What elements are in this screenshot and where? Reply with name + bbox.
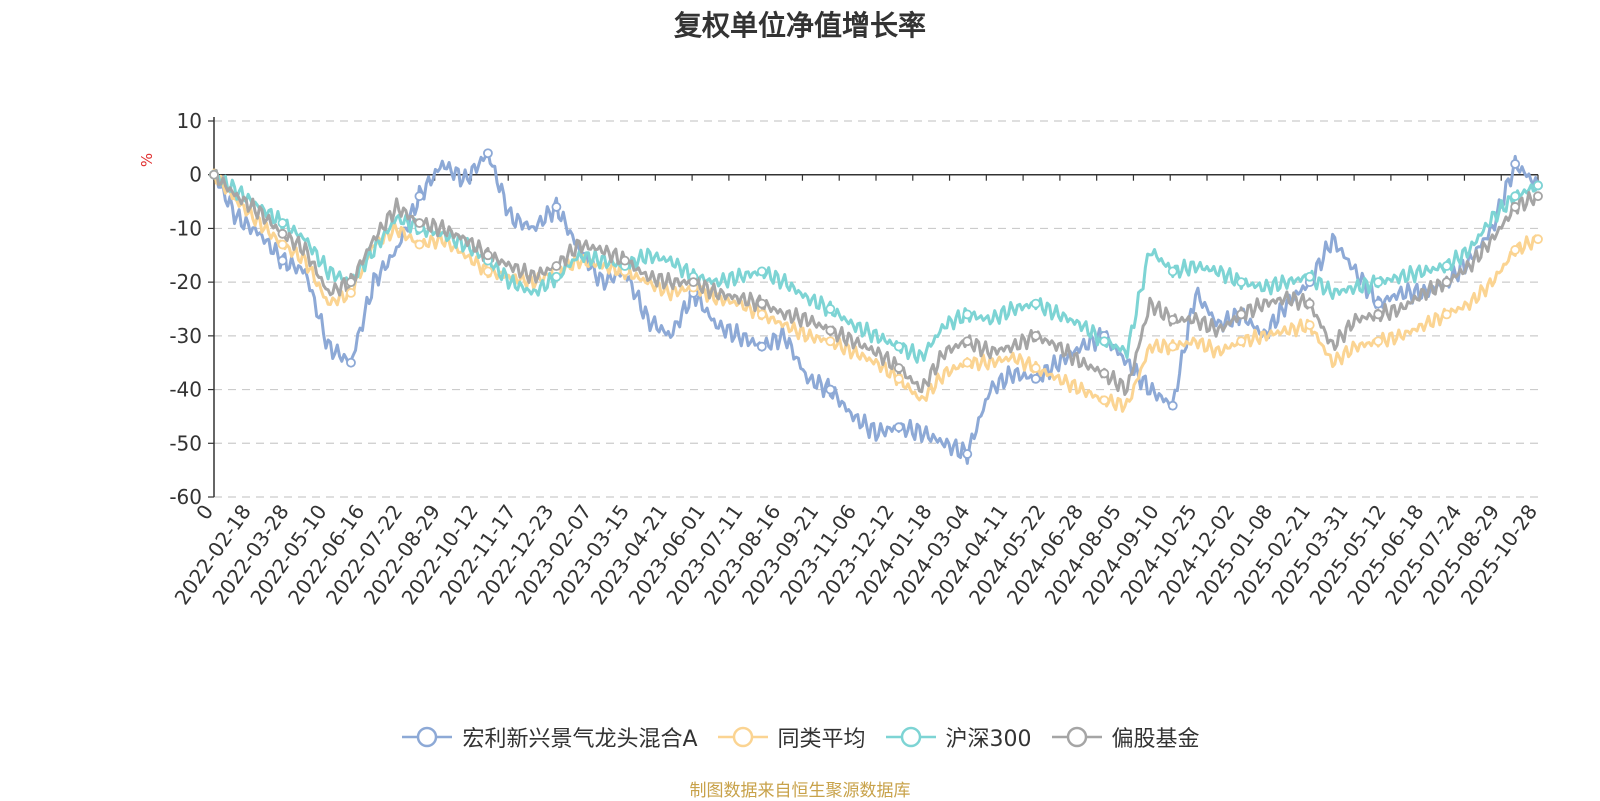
data-point [551,261,562,271]
data-point [1510,191,1521,202]
data-point [277,218,288,228]
data-point [1167,400,1178,411]
data-point [414,239,425,250]
data-point [1030,363,1041,373]
series-line [212,149,1540,465]
y-tick-label: -40 [169,378,202,402]
source-note: 制图数据来自恒生聚源数据库 [689,781,911,801]
data-point [893,341,904,352]
data-point [825,336,836,347]
data-point [1030,298,1041,309]
data-point [346,357,356,368]
data-point [1373,309,1384,320]
data-point [1236,277,1247,288]
legend-item[interactable]: 偏股基金 [1050,721,1200,753]
data-point [1099,395,1110,406]
data-point [1373,277,1384,288]
data-point [619,255,630,266]
data-point [825,384,836,395]
data-point [962,449,973,459]
data-point [551,271,562,282]
data-point [1030,373,1041,384]
data-point [483,266,493,277]
y-tick-label: -10 [169,216,202,240]
legend-swatch-icon [402,726,453,748]
legend-swatch-icon [717,726,768,748]
y-tick-label: 0 [189,163,202,187]
data-point [1510,202,1521,212]
data-point [756,266,767,277]
data-point [1030,330,1041,341]
chart-title: 复权单位净值增长率 [673,9,926,42]
data-point [1441,309,1452,320]
data-point [1099,368,1110,379]
data-point [1441,261,1452,271]
data-point [756,298,767,309]
y-tick-label: 10 [177,109,202,133]
data-point [1510,245,1521,255]
data-point [277,255,288,266]
data-point [483,148,493,159]
data-point [1304,298,1315,309]
y-tick-label: -30 [169,324,202,348]
legend-label: 偏股基金 [1111,727,1200,752]
legend-item[interactable]: 宏利新兴景气龙头混合A [400,721,698,753]
legend-swatch-icon [885,726,936,748]
legend-label: 宏利新兴景气龙头混合A [462,727,698,752]
data-point [414,191,425,202]
series-line [212,172,1540,364]
data-point [1533,191,1543,202]
data-point [962,309,973,320]
series-lines [212,149,1540,465]
data-point [1533,180,1543,191]
y-tick-label: -60 [169,485,202,509]
legend-swatch-icon [1051,726,1102,748]
data-point [414,218,425,228]
data-point [756,341,767,352]
data-point [1236,336,1247,347]
data-point [346,277,356,288]
data-point [1373,298,1384,309]
legend-item[interactable]: 同类平均 [716,721,866,753]
data-point [1304,271,1315,282]
legend-label: 沪深300 [945,727,1032,752]
data-point [1236,309,1247,320]
data-point [209,169,219,180]
series-line [212,168,1540,413]
data-point [1510,159,1521,169]
data-point [483,250,493,261]
data-point [1373,336,1384,347]
legend-label: 同类平均 [777,727,866,752]
data-point [825,304,836,314]
data-point [1167,314,1178,325]
data-point [962,357,973,368]
data-point [893,422,904,433]
data-point [277,228,288,239]
data-point [893,373,904,384]
data-point [1441,277,1452,288]
data-point [1167,341,1178,352]
data-point [825,325,836,336]
series-line [213,169,1540,396]
y-tick-label: -50 [169,431,202,455]
data-point [346,287,356,298]
legend-item[interactable]: 沪深300 [884,721,1032,753]
y-axis-label: % [138,153,156,167]
data-point [1167,266,1178,277]
data-point [1533,234,1543,245]
data-point [1099,336,1110,347]
series-markers [209,148,1543,459]
data-point [1304,320,1315,331]
data-point [277,239,288,250]
data-point [893,363,904,373]
x-tick-label: 0 [191,500,218,524]
chart-legend: 宏利新兴景气龙头混合A 同类平均 沪深300 偏股基金 [0,722,1600,752]
data-point [551,202,562,212]
data-point [756,309,767,320]
data-point [962,336,973,347]
data-point [688,277,699,288]
y-tick-label: -20 [169,270,202,294]
